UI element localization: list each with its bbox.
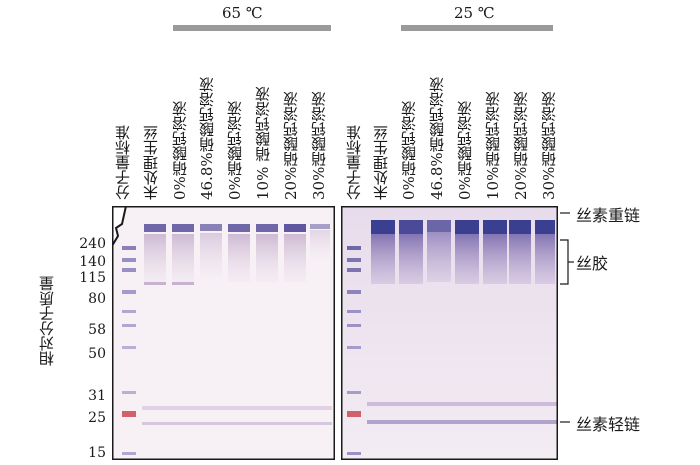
- lane-label: 未处理生丝: [142, 125, 160, 200]
- marker-label-31: 31: [88, 388, 106, 404]
- marker-label-50: 50: [88, 346, 106, 362]
- sample-lanes: [367, 220, 557, 424]
- marker-lane: [122, 246, 136, 455]
- lane-label: 未处理生丝: [372, 125, 390, 200]
- lane-label: 20%硝酸钙溶液: [282, 91, 300, 200]
- marker-label-25: 25: [88, 410, 106, 426]
- lane-label: 10% 硝酸钙溶液: [254, 86, 272, 200]
- marker-label-80: 80: [88, 291, 106, 307]
- light-chain-label: 丝素轻链: [576, 415, 641, 434]
- lane-label: 分子量标准: [114, 125, 132, 200]
- lane-label: 46.8%硝酸钙溶液: [428, 77, 446, 200]
- lane-label: 0%硝酸钙溶液: [400, 101, 418, 200]
- left-temperature-label: 65 ℃: [222, 4, 263, 22]
- lane-label: 20%硝酸钙溶液: [512, 91, 530, 200]
- marker-lane: [347, 246, 361, 455]
- marker-label-15: 15: [88, 445, 106, 461]
- right-gel-image: [341, 206, 558, 460]
- sericin-label: 丝胶: [576, 254, 609, 273]
- right-group-bar: [401, 25, 553, 31]
- lane-label: 30%硝酸钙溶液: [310, 91, 328, 200]
- lane-label: 30%硝酸钙溶液: [540, 91, 558, 200]
- lane-label: 0%硝酸钙溶液: [171, 101, 189, 200]
- marker-label-58: 58: [88, 322, 106, 338]
- marker-label-240: 240: [79, 236, 106, 252]
- heavy-chain-label: 丝素重链: [576, 206, 641, 225]
- left-group-bar: [173, 25, 331, 31]
- marker-label-115: 115: [79, 270, 106, 286]
- y-axis-title: 相对分子质量: [38, 276, 56, 366]
- lane-label: 分子量标准: [345, 125, 363, 200]
- annotation-markers: [560, 212, 574, 423]
- lane-label: 0%硝酸钙溶液: [226, 101, 244, 200]
- sample-lanes: [142, 224, 332, 425]
- lane-label: 10%硝酸钙溶液: [484, 91, 502, 200]
- lane-label: 0%硝酸钙溶液: [456, 101, 474, 200]
- left-gel-image: [112, 206, 335, 460]
- marker-label-140: 140: [79, 254, 106, 270]
- right-temperature-label: 25 ℃: [454, 4, 495, 22]
- lane-label: 46.8%硝酸钙溶液: [198, 77, 216, 200]
